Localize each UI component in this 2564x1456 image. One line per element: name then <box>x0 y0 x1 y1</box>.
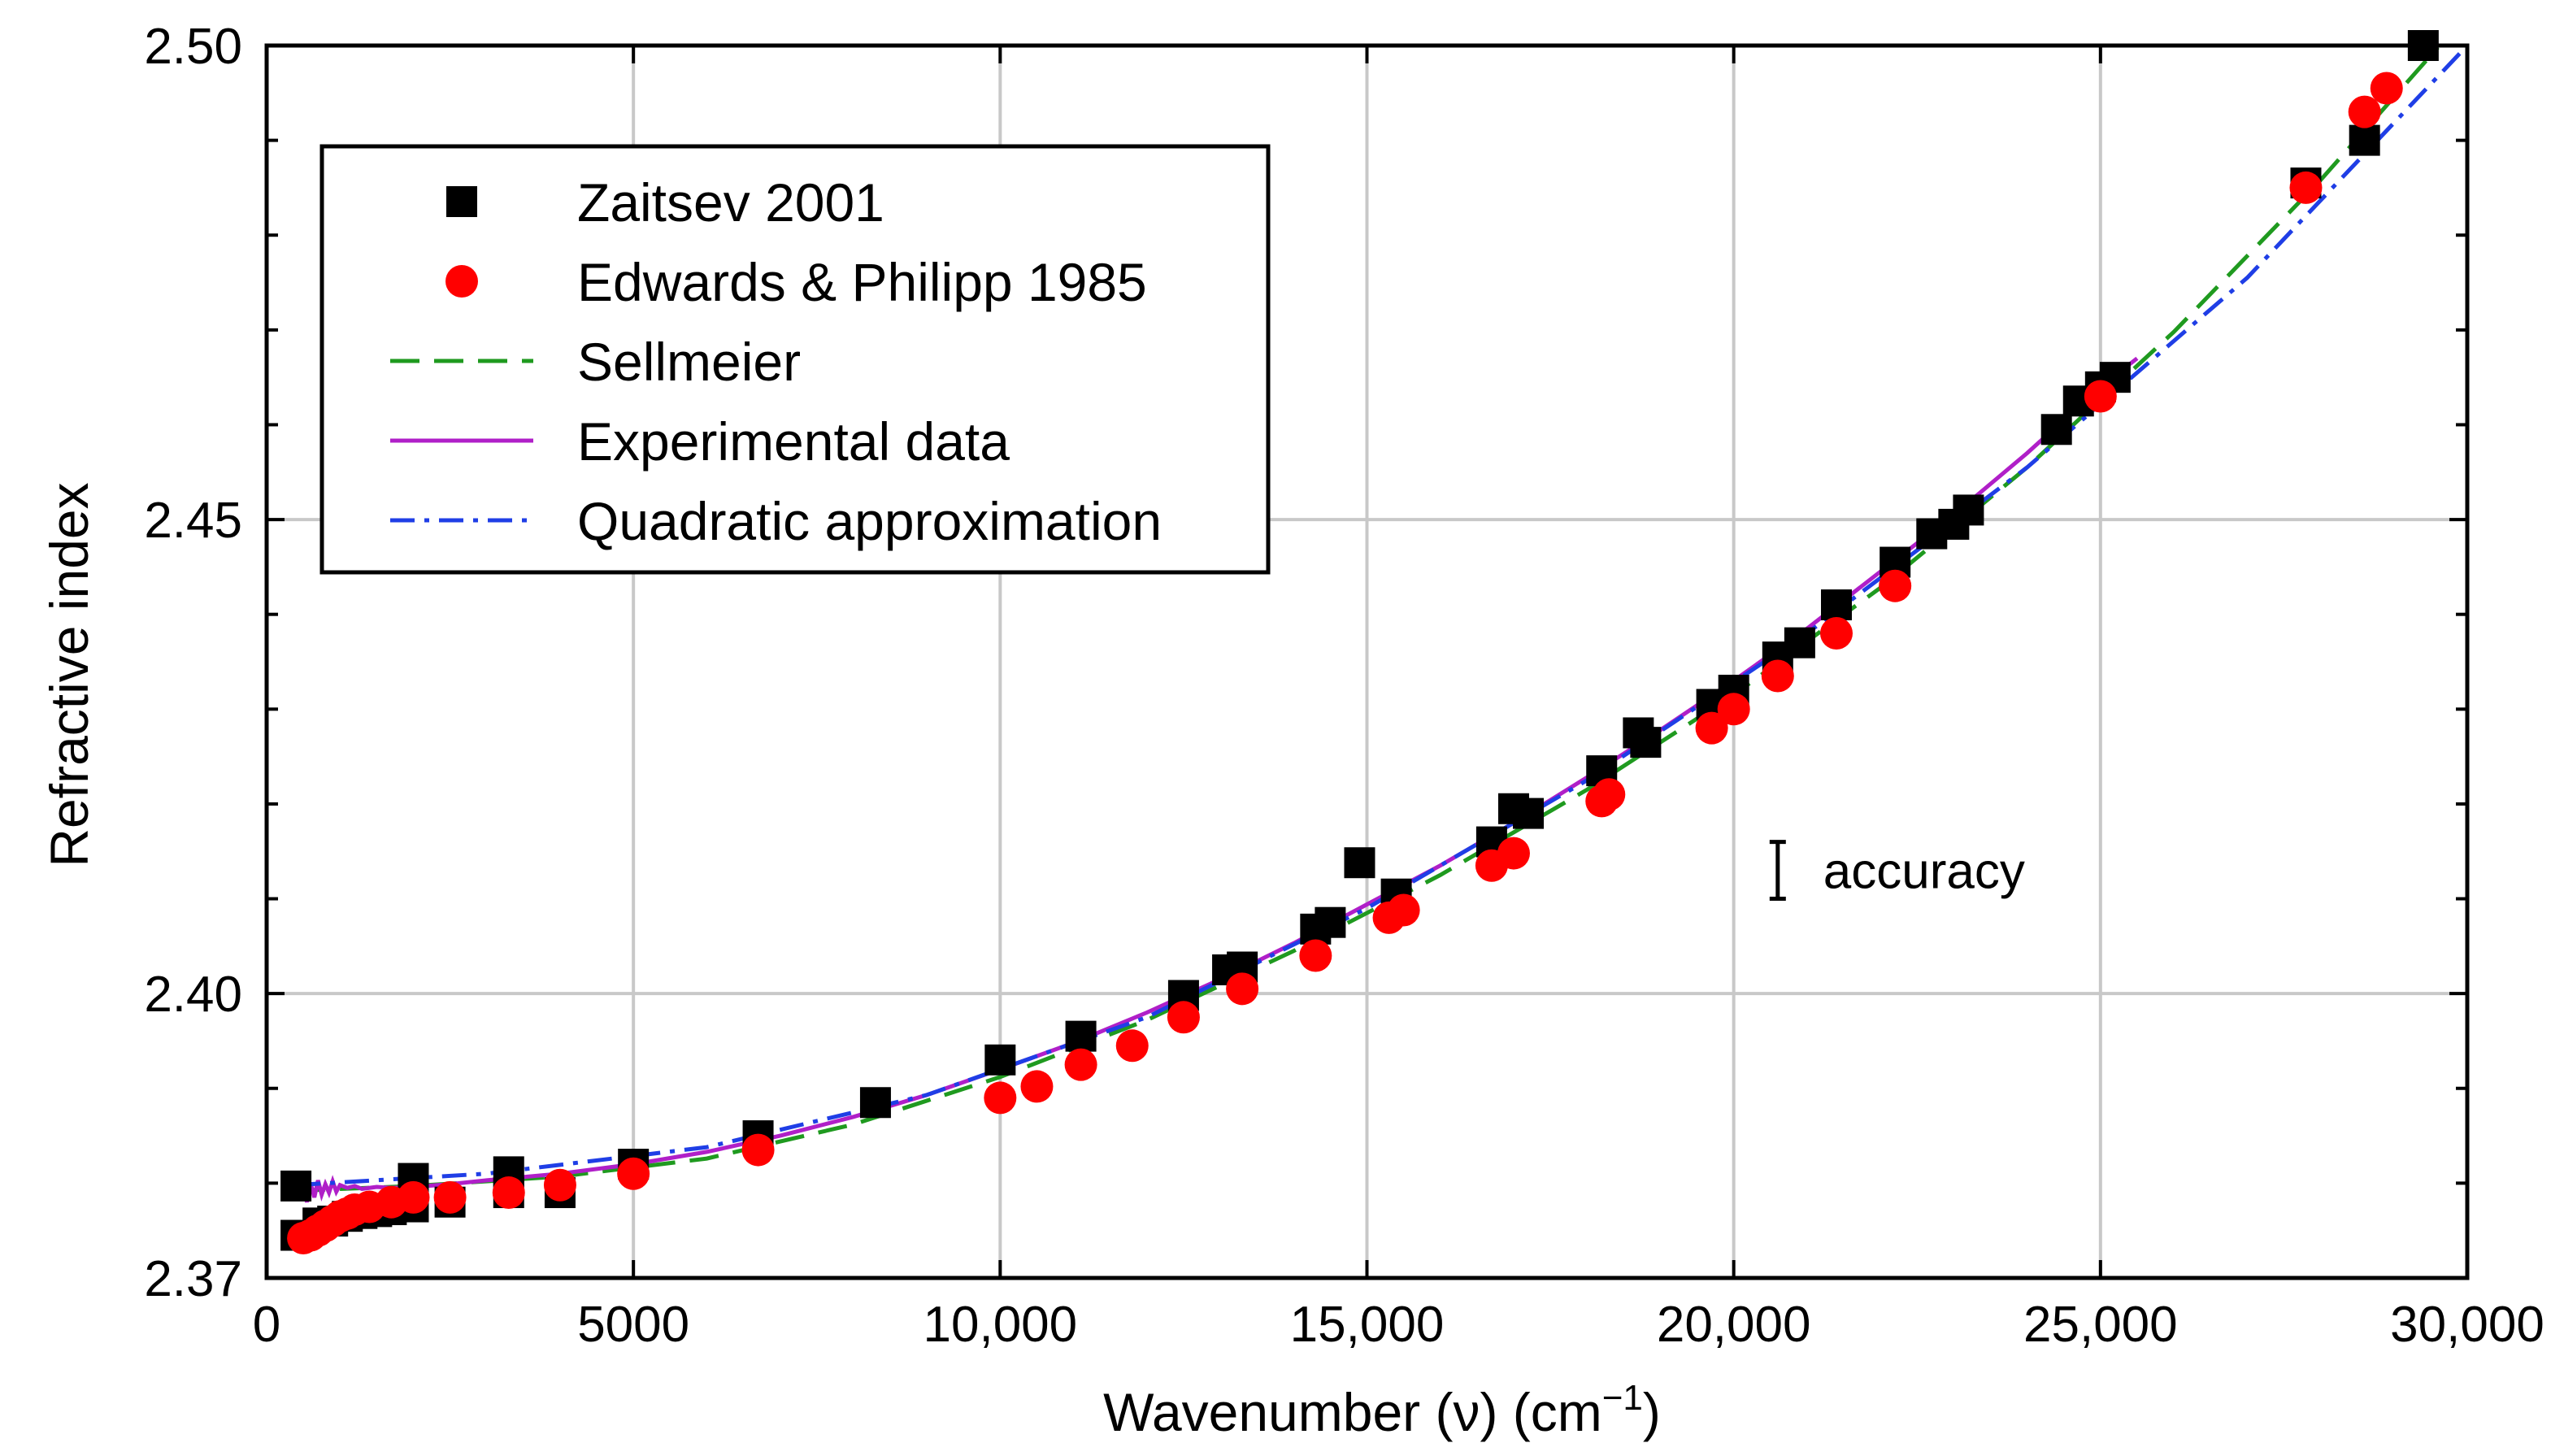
data-point-zaitsev-2001 <box>1344 847 1375 879</box>
accuracy-label: accuracy <box>1823 844 2025 900</box>
data-point-edwards-philipp-1985 <box>1717 693 1750 726</box>
y-tick-label: 2.45 <box>144 493 242 549</box>
series-line-sellmeier <box>295 46 2440 1193</box>
data-point-edwards-philipp-1985 <box>1819 617 1853 650</box>
x-tick-label: 20,000 <box>1657 1297 1811 1353</box>
data-point-edwards-philipp-1985 <box>1761 659 1794 693</box>
y-tick-label: 2.40 <box>144 967 242 1023</box>
data-point-edwards-philipp-1985 <box>984 1081 1017 1115</box>
data-point-edwards-philipp-1985 <box>2370 72 2403 105</box>
legend-label-quadratic-approximation: Quadratic approximation <box>577 491 1162 551</box>
data-point-edwards-philipp-1985 <box>741 1133 775 1167</box>
tick-labels: 0 5000 10,000 15,000 20,000 25,000 30,000 2.37 2… <box>144 19 2544 1353</box>
data-point-zaitsev-2001 <box>2040 414 2072 445</box>
data-point-zaitsev-2001 <box>1513 798 1545 829</box>
data-point-edwards-philipp-1985 <box>543 1168 576 1202</box>
data-point-edwards-philipp-1985 <box>2348 95 2381 128</box>
data-point-edwards-philipp-1985 <box>1064 1048 1097 1081</box>
data-point-edwards-philipp-1985 <box>1497 837 1530 870</box>
x-tick-label: 10,000 <box>923 1297 1078 1353</box>
data-point-zaitsev-2001 <box>2349 124 2380 156</box>
data-point-edwards-philipp-1985 <box>1167 1001 1200 1034</box>
data-point-edwards-philipp-1985 <box>397 1180 430 1214</box>
data-point-edwards-philipp-1985 <box>1226 972 1259 1006</box>
data-point-zaitsev-2001 <box>1784 627 1815 658</box>
data-point-edwards-philipp-1985 <box>2289 171 2323 204</box>
accuracy-annotation: accuracy <box>1769 840 2025 902</box>
data-point-zaitsev-2001 <box>280 1170 312 1202</box>
data-point-edwards-philipp-1985 <box>617 1157 650 1190</box>
legend: Zaitsev 2001 Edwards & Philipp 1985 Sellme… <box>319 144 1271 575</box>
legend-label-sellmeier: Sellmeier <box>577 332 801 392</box>
legend-symbol-edwards-philipp-1985 <box>445 265 478 298</box>
data-point-zaitsev-2001 <box>1953 494 1984 526</box>
x-axis-title: Wavenumber (ν) (cm−1) <box>1103 1378 1661 1442</box>
legend-label-experimental-data: Experimental data <box>577 411 1010 472</box>
data-point-edwards-philipp-1985 <box>433 1180 467 1214</box>
data-point-edwards-philipp-1985 <box>492 1176 525 1210</box>
data-point-edwards-philipp-1985 <box>1020 1070 1054 1103</box>
series-layer <box>280 30 2469 1255</box>
y-tick-label: 2.50 <box>144 19 242 75</box>
data-point-edwards-philipp-1985 <box>1115 1029 1149 1063</box>
data-point-edwards-philipp-1985 <box>1695 711 1728 745</box>
x-tick-label: 15,000 <box>1290 1297 1445 1353</box>
data-point-zaitsev-2001 <box>1065 1020 1097 1052</box>
data-point-zaitsev-2001 <box>1820 589 1852 621</box>
data-point-zaitsev-2001 <box>859 1087 891 1119</box>
y-axis-title: Refractive index <box>39 482 99 867</box>
y-tick-label: 2.37 <box>144 1251 242 1307</box>
legend-label-edwards-philipp-1985: Edwards & Philipp 1985 <box>577 252 1147 312</box>
tick-marks <box>265 44 2469 1280</box>
data-point-zaitsev-2001 <box>1315 906 1346 938</box>
data-point-edwards-philipp-1985 <box>1299 939 1332 972</box>
x-tick-label: 25,000 <box>2023 1297 2178 1353</box>
x-tick-label: 5000 <box>577 1297 689 1353</box>
data-point-zaitsev-2001 <box>984 1044 1016 1076</box>
x-tick-label: 30,000 <box>2390 1297 2544 1353</box>
legend-symbol-zaitsev-2001 <box>446 186 477 217</box>
data-point-zaitsev-2001 <box>1630 727 1662 758</box>
x-tick-label: 0 <box>253 1297 280 1353</box>
legend-label-zaitsev-2001: Zaitsev 2001 <box>577 172 884 233</box>
data-point-edwards-philipp-1985 <box>1387 893 1420 927</box>
data-point-edwards-philipp-1985 <box>2084 380 2117 413</box>
data-point-edwards-philipp-1985 <box>1879 569 1912 602</box>
data-point-edwards-philipp-1985 <box>1593 778 1626 811</box>
